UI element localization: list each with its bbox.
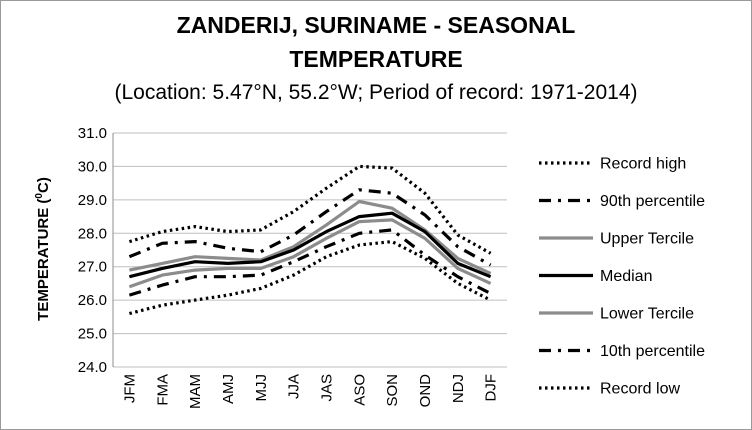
y-tick-label: 29.0	[78, 192, 107, 209]
legend-label: Median	[600, 268, 652, 285]
legend-label: 90th percentile	[600, 193, 705, 210]
y-tick-label: 30.0	[78, 158, 107, 175]
x-tick-label: MAM	[187, 374, 204, 409]
series-line-lower-tercile	[128, 218, 492, 289]
y-axis-label: TEMPERATURE (0C)	[34, 177, 52, 321]
y-tick-label: 31.0	[78, 125, 107, 142]
x-tick-label: DJF	[483, 374, 500, 402]
x-tick-label: ASO	[351, 374, 368, 406]
x-tick-labels: JFM FMA MAM AMJ MJJ JJA JAS ASO SON OND NDJ DJF	[121, 374, 499, 409]
series-lines	[128, 164, 492, 316]
gridlines	[112, 132, 507, 368]
x-tick-label: JFM	[121, 374, 138, 403]
chart-title-line2: TEMPERATURE	[289, 46, 463, 72]
x-tick-label: FMA	[154, 374, 171, 406]
series-line-record-low	[129, 240, 492, 316]
y-tick-label: 27.0	[78, 259, 107, 276]
y-tick-label: 26.0	[78, 292, 107, 309]
legend-label: Lower Tercile	[600, 306, 694, 323]
x-tick-label: JAS	[318, 374, 335, 402]
legend-label: Record high	[600, 156, 686, 173]
series-line-record-high	[128, 164, 492, 255]
x-tick-label: JJA	[286, 374, 303, 399]
legend: Record high 90th percentile Upper Tercile M…	[539, 156, 705, 398]
legend-label: 10th percentile	[600, 343, 705, 360]
series-line-upper-tercile	[129, 199, 492, 275]
x-tick-label: OND	[417, 374, 434, 408]
y-tick-labels: 24.0 25.0 26.0 27.0 28.0 29.0 30.0 31.0	[78, 125, 107, 376]
x-tick-label: MJJ	[253, 374, 270, 402]
legend-label: Record low	[600, 381, 680, 398]
x-tick-label: NDJ	[450, 374, 467, 403]
series-line-10th-percentile	[128, 228, 492, 297]
chart-subtitle: (Location: 5.47°N, 55.2°W; Period of rec…	[114, 81, 638, 104]
series-line-median	[129, 211, 492, 279]
x-tick-label: AMJ	[220, 374, 237, 404]
legend-label: Upper Tercile	[600, 231, 694, 248]
series-line-90th-percentile	[128, 188, 492, 267]
x-tick-label: SON	[384, 374, 401, 407]
y-tick-label: 25.0	[78, 326, 107, 343]
chart-title-line1: ZANDERIJ, SURINAME - SEASONAL	[176, 12, 576, 38]
y-tick-label: 24.0	[78, 359, 107, 376]
y-tick-label: 28.0	[78, 225, 107, 242]
